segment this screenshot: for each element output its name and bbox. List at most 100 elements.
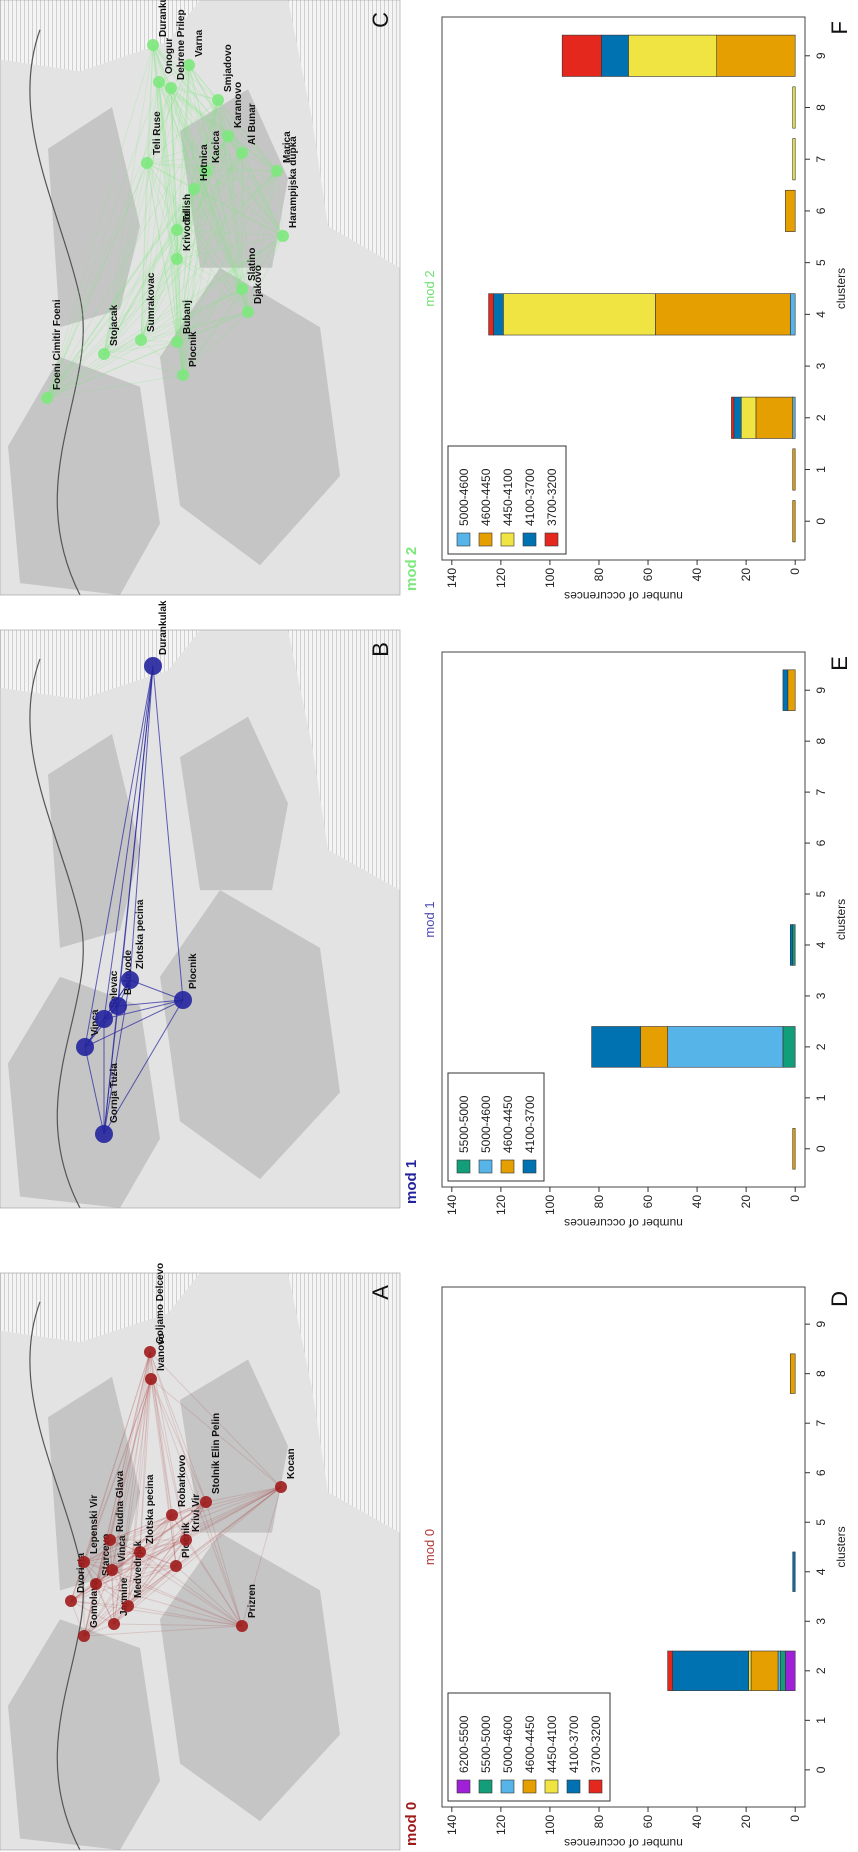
site-node [271,165,283,177]
page: { "maps": [ {"label": "mod 0", "panel": … [0,0,858,1852]
legend-label: 3700-3200 [545,468,559,526]
figure-canvas: DvoristaGomolavaStarcevoJarmineMedvednja… [0,0,858,1852]
bar-segment [783,670,788,711]
site-node [277,230,289,242]
y-tick-label: 60 [641,1195,655,1209]
bar-segment [668,1651,673,1691]
site-label: Zlotska pecina [135,899,146,969]
legend-label: 4450-4100 [501,468,515,526]
bar-segment [785,190,795,231]
y-tick-label: 120 [494,568,508,588]
x-tick-label: 1 [814,1717,828,1724]
site-node [236,1620,248,1632]
site-node [41,392,53,404]
x-tick-label: 6 [814,207,828,214]
map-background [0,0,400,595]
bar-segment [793,139,795,180]
y-tick-label: 100 [543,1815,557,1835]
y-tick-label: 140 [445,1195,459,1215]
site-node [144,657,162,675]
legend-swatch [479,533,492,546]
site-node [200,1496,212,1508]
site-label: Prizren [247,1584,258,1618]
bar-segment [793,925,795,966]
site-node [236,147,248,159]
y-tick-label: 60 [641,1815,655,1829]
x-tick-label: 4 [814,1568,828,1575]
x-tick-label: 7 [814,156,828,163]
site-node [135,334,147,346]
legend-label: 5500-5000 [479,1715,493,1773]
x-tick-label: 8 [814,104,828,111]
legend-label: 4100-3700 [523,468,537,526]
x-tick-label: 0 [814,518,828,525]
site-node [109,997,127,1015]
site-node [222,130,234,142]
chart-title: mod 1 [422,901,437,937]
bar-segment [655,294,790,335]
site-label: Goljamo Delcevo [155,1263,166,1344]
site-label: Teli Ruse [152,111,163,155]
x-tick-label: 4 [814,941,828,948]
legend-swatch [479,1780,492,1793]
y-tick-label: 40 [690,1815,704,1829]
site-label: Lepenski Vir [89,1495,100,1554]
site-label: Varna [194,29,205,57]
legend-swatch [545,1780,558,1793]
bar-segment [790,1354,795,1394]
site-node [98,348,110,360]
bar-segment [788,670,795,711]
x-tick-label: 9 [814,52,828,59]
site-label: Al Bunar [247,103,258,145]
bar-segment [731,397,733,438]
x-axis-label: clusters [834,899,848,940]
site-label: Vinca [117,1535,128,1562]
x-tick-label: 6 [814,1469,828,1476]
y-tick-label: 20 [739,568,753,582]
site-label: Robarkovo [177,1455,188,1507]
x-axis-label: clusters [834,268,848,309]
site-node [242,306,254,318]
site-label: Kacica [211,130,222,163]
y-tick-label: 80 [592,1815,606,1829]
y-tick-label: 60 [641,568,655,582]
legend-swatch [523,533,536,546]
legend-label: 4600-4450 [479,468,493,526]
y-tick-label: 80 [592,1195,606,1209]
site-label: Karanovo [233,82,244,128]
x-tick-label: 8 [814,1370,828,1377]
site-label: Kocan [286,1448,297,1479]
x-axis-label: clusters [834,1526,848,1567]
y-tick-label: 140 [445,568,459,588]
site-node [122,1600,134,1612]
bar-segment [601,35,628,76]
site-node [147,39,159,51]
panel-letter: D [827,1291,852,1307]
site-node [188,183,200,195]
panel-letter: C [368,12,393,28]
site-node [78,1630,90,1642]
site-node [141,157,153,169]
bar-segment [749,1651,751,1691]
legend-label: 5000-4600 [479,1095,493,1153]
x-tick-label: 0 [814,1145,828,1152]
x-tick-label: 9 [814,1320,828,1327]
site-label: Onogur [164,38,175,74]
site-node [95,1010,113,1028]
panel-letter: F [827,21,852,34]
x-tick-label: 6 [814,839,828,846]
legend-label: 6200-5500 [457,1715,471,1773]
site-label: Marica [282,131,293,163]
y-tick-label: 0 [788,1815,802,1822]
legend-swatch [501,1160,514,1173]
site-label: Foeni Cimitir Foeni [52,299,63,390]
site-node [90,1578,102,1590]
legend-swatch [457,1160,470,1173]
map-label: mod 2 [403,547,420,591]
x-tick-label: 7 [814,788,828,795]
site-label: Plocnik [188,953,199,989]
legend-label: 4600-4450 [523,1715,537,1773]
x-tick-label: 4 [814,311,828,318]
site-node [171,224,183,236]
legend-swatch [589,1780,602,1793]
